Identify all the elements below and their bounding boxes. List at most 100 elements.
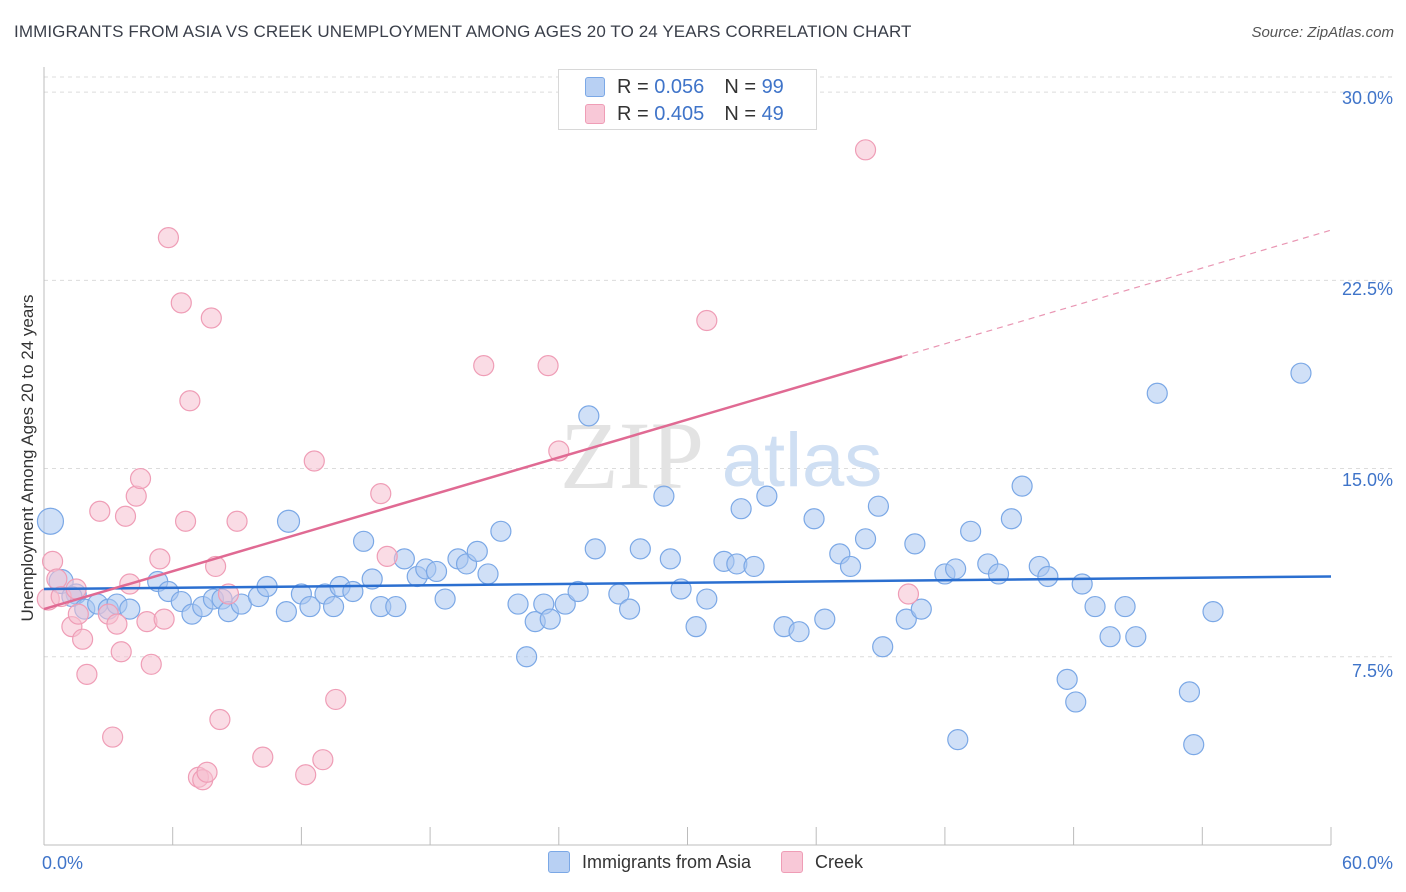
data-point — [1065, 691, 1087, 713]
data-point — [756, 485, 778, 507]
data-point — [36, 507, 65, 535]
series-creek-points — [36, 139, 920, 791]
data-point — [46, 568, 68, 590]
data-point — [730, 498, 752, 520]
source-label: Source: ZipAtlas.com — [1251, 24, 1394, 41]
data-point — [1183, 734, 1205, 756]
data-point — [106, 613, 128, 635]
data-point — [276, 509, 301, 533]
data-point — [854, 139, 877, 161]
data-point — [1202, 600, 1224, 623]
data-point — [537, 355, 559, 377]
data-point — [1290, 362, 1312, 384]
data-point — [174, 510, 197, 532]
data-point — [252, 746, 274, 768]
legend-r-label: R = — [617, 102, 655, 125]
data-point — [149, 548, 171, 570]
data-point — [312, 749, 334, 771]
data-point — [788, 621, 810, 643]
data-point — [539, 608, 561, 630]
data-point — [803, 508, 825, 530]
data-point — [209, 708, 231, 731]
data-point — [196, 761, 218, 783]
x-tick-label-max: 60.0% — [1341, 853, 1393, 873]
data-point — [653, 485, 675, 507]
data-point — [295, 764, 317, 786]
data-point — [110, 641, 132, 663]
data-point — [153, 608, 175, 630]
data-point — [119, 598, 141, 620]
data-point — [275, 600, 297, 623]
data-point — [696, 588, 718, 610]
data-point — [1037, 565, 1059, 588]
data-point — [960, 520, 982, 542]
data-point — [425, 560, 448, 583]
data-point — [1084, 595, 1106, 618]
data-point — [904, 533, 926, 555]
data-point — [554, 593, 576, 615]
data-point — [325, 688, 347, 711]
legend-n-label: N = — [724, 75, 762, 98]
data-point — [217, 583, 240, 605]
data-point — [200, 307, 222, 329]
data-point — [303, 450, 325, 472]
data-point — [114, 505, 137, 527]
data-point — [895, 608, 917, 630]
series-legend: Immigrants from Asia Creek — [548, 851, 893, 873]
correlation-legend: R = 0.056 N = 99 R = 0.405 N = 49 — [558, 69, 817, 130]
data-point — [140, 653, 162, 675]
data-point — [578, 405, 600, 427]
legend-n-value: 49 — [761, 102, 784, 125]
legend-r-label: R = — [617, 75, 655, 98]
series-legend-item-asia: Immigrants from Asia — [548, 851, 751, 873]
data-point — [89, 500, 111, 522]
data-point — [170, 292, 192, 314]
data-point — [299, 595, 321, 618]
data-point — [567, 580, 589, 603]
data-point — [685, 616, 707, 638]
series-asia-points — [36, 362, 1312, 756]
trend-line — [43, 575, 1332, 591]
data-point — [1071, 573, 1093, 595]
data-point — [1099, 626, 1121, 648]
series-legend-swatch-asia — [548, 851, 570, 873]
data-point — [490, 520, 512, 542]
x-tick-label-min: 0.0% — [42, 853, 84, 873]
data-point — [157, 227, 180, 249]
data-point — [477, 563, 499, 585]
data-point — [434, 588, 456, 610]
data-point — [1178, 681, 1201, 703]
data-point — [473, 355, 495, 377]
data-point — [696, 309, 718, 332]
trend-line — [43, 355, 903, 611]
series-legend-label: Creek — [815, 851, 864, 872]
data-point — [659, 548, 681, 570]
data-point — [322, 595, 345, 618]
legend-r-value: 0.405 — [654, 102, 705, 125]
data-point — [353, 530, 375, 552]
legend-swatch-creek — [585, 104, 605, 124]
legend-n-label: N = — [724, 102, 762, 125]
data-point — [361, 568, 383, 590]
data-point — [897, 583, 920, 605]
axes — [43, 67, 1332, 846]
data-point — [867, 495, 890, 517]
data-point — [507, 593, 529, 615]
data-point — [129, 467, 152, 490]
y-tick-label: 7.5% — [1351, 661, 1393, 681]
data-point — [41, 550, 64, 573]
data-point — [67, 603, 89, 625]
series-legend-swatch-creek — [781, 851, 804, 873]
y-tick-label: 22.5% — [1341, 279, 1393, 299]
legend-n-value: 99 — [761, 75, 784, 98]
legend-r-value: 0.056 — [654, 75, 705, 98]
series-legend-label: Immigrants from Asia — [582, 851, 752, 872]
data-point — [584, 538, 606, 560]
y-tick-label: 30.0% — [1341, 88, 1393, 108]
y-axis-label: Unemployment Among Ages 20 to 24 years — [18, 294, 37, 622]
data-point — [376, 545, 398, 567]
data-point — [1114, 595, 1136, 618]
data-point — [1000, 508, 1022, 530]
data-point — [1056, 668, 1078, 690]
